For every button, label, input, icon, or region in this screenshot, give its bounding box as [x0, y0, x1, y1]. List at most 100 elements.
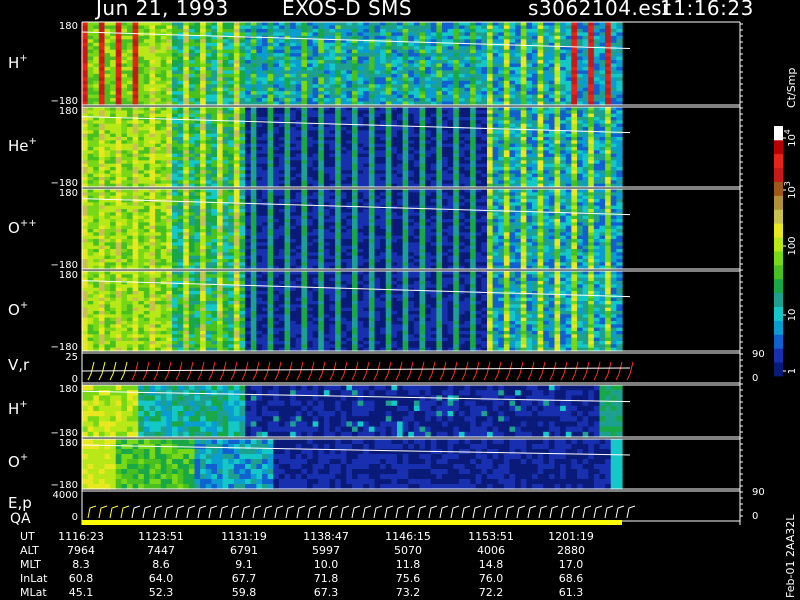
colorbar-segment	[774, 167, 783, 182]
colorbar-segment	[774, 292, 783, 307]
ep-trace	[219, 505, 229, 519]
ephem-cell: 9.1	[235, 558, 253, 571]
ep-trace	[186, 505, 196, 519]
vr-trace	[153, 361, 161, 381]
ephem-cell: 67.7	[231, 572, 257, 585]
panel-label-ep: E,p	[8, 494, 32, 512]
ephem-cell: 64.0	[148, 572, 174, 585]
vr-trace	[351, 361, 359, 381]
ephem-cell: 7447	[147, 544, 175, 557]
vr-trace	[329, 361, 337, 381]
ep-trace	[109, 505, 119, 519]
ep-trace	[461, 505, 471, 519]
vr-trace	[362, 361, 370, 381]
ephem-cell: 8.3	[72, 558, 90, 571]
ephem-cell: 6791	[230, 544, 258, 557]
colorbar-segment	[774, 306, 783, 321]
panel-label-he-plus: He+	[8, 136, 37, 155]
colorbar-segment	[774, 320, 783, 335]
ep-trace	[164, 505, 174, 519]
colorbar-segment	[774, 139, 783, 155]
colorbar-segment	[774, 126, 783, 141]
ep-trace	[615, 505, 625, 519]
panel-rtop-ep: 90	[752, 487, 765, 498]
ep-trace	[604, 505, 614, 519]
panel-label-h-plus-2: H+	[8, 399, 28, 418]
ephem-cell: 8.6	[152, 558, 170, 571]
ep-trace	[131, 505, 141, 519]
vr-trace	[505, 361, 513, 381]
ephem-cell: 76.0	[478, 572, 504, 585]
panel-ybot-vr: 0	[72, 374, 78, 385]
panel-rbot-ep: 0	[752, 511, 758, 522]
ephem-cell: 61.3	[558, 586, 584, 599]
ephem-cell: 2880	[557, 544, 585, 557]
ephem-cell: 1116:23	[58, 530, 104, 543]
vr-trace	[538, 361, 546, 381]
ep-trace	[252, 505, 262, 519]
ephem-cell: 67.3	[313, 586, 339, 599]
panel-o-plus-1	[81, 270, 740, 352]
ephem-cell: 60.8	[68, 572, 94, 585]
colorbar-tick-label: 10	[787, 309, 798, 322]
vr-trace	[516, 361, 524, 381]
ephem-cell: 7964	[67, 544, 95, 557]
vr-trace	[395, 361, 403, 381]
ep-trace	[626, 505, 636, 519]
header-date: Jun 21, 1993	[96, 0, 229, 20]
ep-trace	[285, 505, 295, 519]
panel-ybot-ep: 0	[72, 512, 78, 523]
panel-rbot-vr: 0	[752, 373, 758, 384]
header-time: 11:16:23	[660, 0, 754, 20]
vr-trace	[274, 361, 282, 381]
ephem-label-ut: UT	[20, 530, 35, 543]
side-label: Feb-01 2AA32L	[784, 514, 797, 598]
colorbar-segment	[774, 278, 783, 294]
colorbar-segment	[774, 209, 783, 224]
panel-ytop-ep: 4000	[53, 490, 78, 501]
vr-trace	[527, 361, 535, 381]
vr-trace	[164, 361, 172, 381]
panel-ep	[82, 490, 740, 522]
ephem-cell: 68.6	[558, 572, 584, 585]
vr-trace	[142, 361, 150, 381]
vr-trace	[87, 361, 95, 381]
colorbar-segment	[774, 348, 783, 363]
vr-trace	[483, 361, 491, 381]
ep-trace	[439, 505, 449, 519]
vr-reference	[81, 367, 631, 372]
panel-label-vr: V,r	[8, 356, 30, 374]
ep-trace	[527, 505, 537, 519]
ephem-cell: 72.2	[478, 586, 504, 599]
ep-trace	[296, 505, 306, 519]
ep-trace	[472, 505, 482, 519]
panel-ybot-h-plus-1: −180	[51, 96, 78, 107]
colorbar-unit-label: Ct/Smp	[785, 67, 798, 108]
vr-trace	[428, 361, 436, 381]
trace-line	[81, 116, 631, 134]
vr-trace	[406, 361, 414, 381]
ep-trace	[230, 505, 240, 519]
ep-trace	[384, 505, 394, 519]
colorbar-tick-label: 103	[783, 181, 798, 199]
ep-trace	[241, 505, 251, 519]
ep-trace	[516, 505, 526, 519]
colorbar-segment	[774, 223, 783, 238]
vr-trace	[461, 361, 469, 381]
trace-line	[81, 280, 631, 298]
ephem-cell: 4006	[477, 544, 505, 557]
ephem-cell: 73.2	[395, 586, 421, 599]
vr-trace	[626, 361, 634, 381]
panel-h-plus-2	[81, 384, 740, 438]
ephem-cell: 1138:47	[303, 530, 349, 543]
ep-trace	[505, 505, 515, 519]
panel-ybot-h-plus-2: −180	[51, 428, 78, 439]
qa-bar	[82, 520, 622, 525]
vr-trace	[560, 361, 568, 381]
panel-he-plus	[81, 106, 740, 188]
ephem-label-alt: ALT	[20, 544, 39, 557]
vr-trace	[307, 361, 315, 381]
panel-vr	[82, 352, 740, 384]
vr-trace	[252, 361, 260, 381]
panel-ybot-he-plus: −180	[51, 178, 78, 189]
